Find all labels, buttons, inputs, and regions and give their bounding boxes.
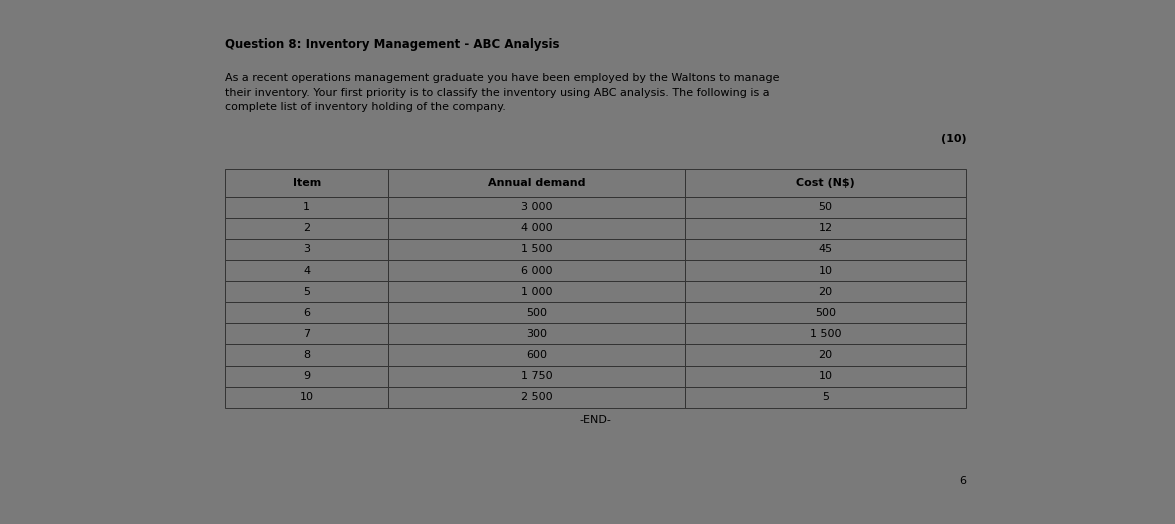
Text: 1 500: 1 500 [521, 244, 552, 255]
Text: (10): (10) [941, 134, 966, 144]
Text: 5: 5 [822, 392, 830, 402]
Text: 1 750: 1 750 [521, 371, 552, 381]
Text: 1: 1 [303, 202, 310, 212]
Text: 8: 8 [303, 350, 310, 360]
Bar [685, 344, 966, 366]
Bar [226, 387, 388, 408]
Text: 4: 4 [303, 266, 310, 276]
Text: 6 000: 6 000 [521, 266, 552, 276]
Text: 3 000: 3 000 [521, 202, 552, 212]
Text: 300: 300 [526, 329, 546, 339]
Bar [226, 239, 388, 260]
Text: 1 000: 1 000 [521, 287, 552, 297]
Text: 10: 10 [819, 266, 832, 276]
Bar [388, 218, 685, 239]
Text: 6: 6 [959, 476, 966, 486]
Bar [388, 281, 685, 302]
Bar [388, 323, 685, 344]
Text: 50: 50 [819, 202, 832, 212]
Text: Cost (N$): Cost (N$) [797, 178, 855, 188]
Text: 10: 10 [300, 392, 314, 402]
Bar [226, 260, 388, 281]
Text: 1 500: 1 500 [810, 329, 841, 339]
Bar [226, 366, 388, 387]
Bar [388, 260, 685, 281]
Text: 7: 7 [303, 329, 310, 339]
Bar [685, 323, 966, 344]
Bar [388, 302, 685, 323]
Bar [388, 366, 685, 387]
Text: Question 8: Inventory Management - ABC Analysis: Question 8: Inventory Management - ABC A… [226, 38, 559, 51]
Text: 20: 20 [819, 350, 833, 360]
Bar [685, 169, 966, 196]
Text: 4 000: 4 000 [521, 223, 552, 233]
Bar [226, 323, 388, 344]
Text: 2 500: 2 500 [521, 392, 552, 402]
Bar [226, 218, 388, 239]
Text: Annual demand: Annual demand [488, 178, 585, 188]
Text: 2: 2 [303, 223, 310, 233]
Text: 12: 12 [819, 223, 833, 233]
Text: As a recent operations management graduate you have been employed by the Waltons: As a recent operations management gradua… [226, 73, 780, 112]
Bar [685, 260, 966, 281]
Bar [685, 366, 966, 387]
Bar [226, 281, 388, 302]
Text: 20: 20 [819, 287, 833, 297]
Bar [685, 239, 966, 260]
Text: 3: 3 [303, 244, 310, 255]
Text: 500: 500 [526, 308, 546, 318]
Bar [685, 281, 966, 302]
Bar [226, 302, 388, 323]
Bar [226, 169, 388, 196]
Text: 6: 6 [303, 308, 310, 318]
Text: 600: 600 [526, 350, 546, 360]
Bar [388, 169, 685, 196]
Text: Item: Item [293, 178, 321, 188]
Bar [685, 387, 966, 408]
Bar [685, 302, 966, 323]
Bar [226, 196, 388, 218]
Bar [226, 344, 388, 366]
Bar [388, 344, 685, 366]
Text: 45: 45 [819, 244, 833, 255]
Bar [388, 196, 685, 218]
Bar [685, 218, 966, 239]
Text: 500: 500 [815, 308, 835, 318]
Text: 5: 5 [303, 287, 310, 297]
Bar [685, 196, 966, 218]
Bar [388, 239, 685, 260]
Bar [388, 387, 685, 408]
Text: -END-: -END- [579, 416, 612, 425]
Text: 9: 9 [303, 371, 310, 381]
Text: 10: 10 [819, 371, 832, 381]
